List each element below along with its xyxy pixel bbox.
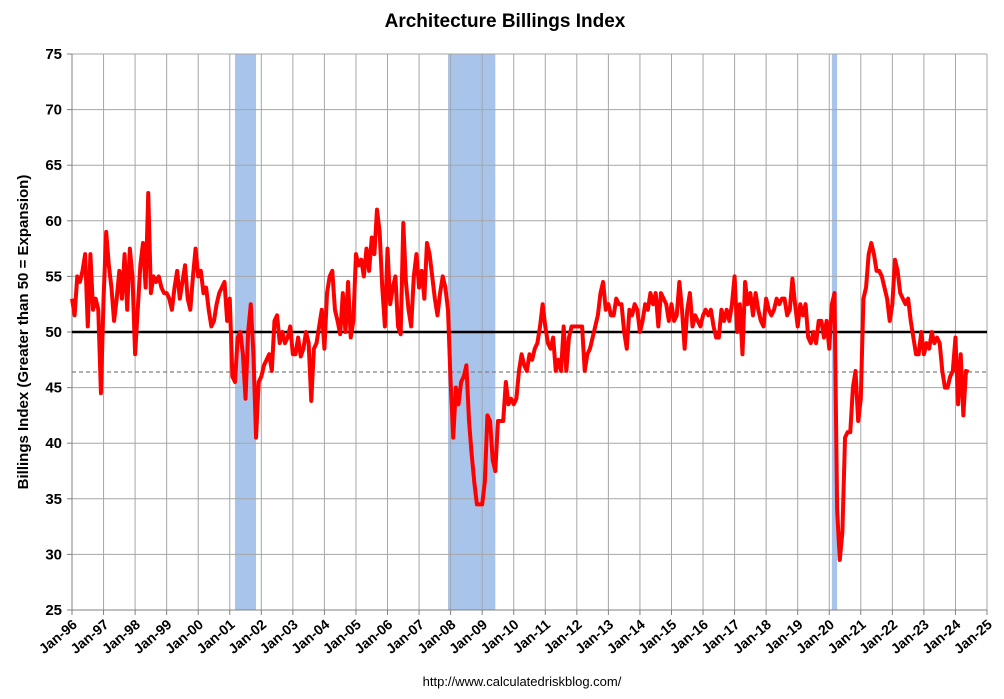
y-tick-label: 60 — [45, 213, 62, 230]
source: http://www.calculatedriskblog.com/ — [423, 674, 622, 689]
y-tick-label: 45 — [45, 380, 62, 397]
chart-title: Architecture Billings Index — [385, 11, 626, 32]
y-tick-label: 70 — [45, 102, 62, 119]
y-tick-label: 55 — [45, 268, 62, 285]
y-axis-label: Billings Index (Greater than 50 = Expans… — [15, 175, 32, 490]
y-tick-label: 65 — [45, 157, 62, 174]
y-tick-label: 75 — [45, 46, 62, 63]
y-tick-label: 25 — [45, 602, 62, 619]
y-tick-label: 50 — [45, 324, 62, 341]
y-tick-label: 35 — [45, 491, 62, 508]
y-tick-label: 40 — [45, 435, 62, 452]
data-line — [70, 191, 970, 562]
y-tick-label: 30 — [45, 546, 62, 563]
